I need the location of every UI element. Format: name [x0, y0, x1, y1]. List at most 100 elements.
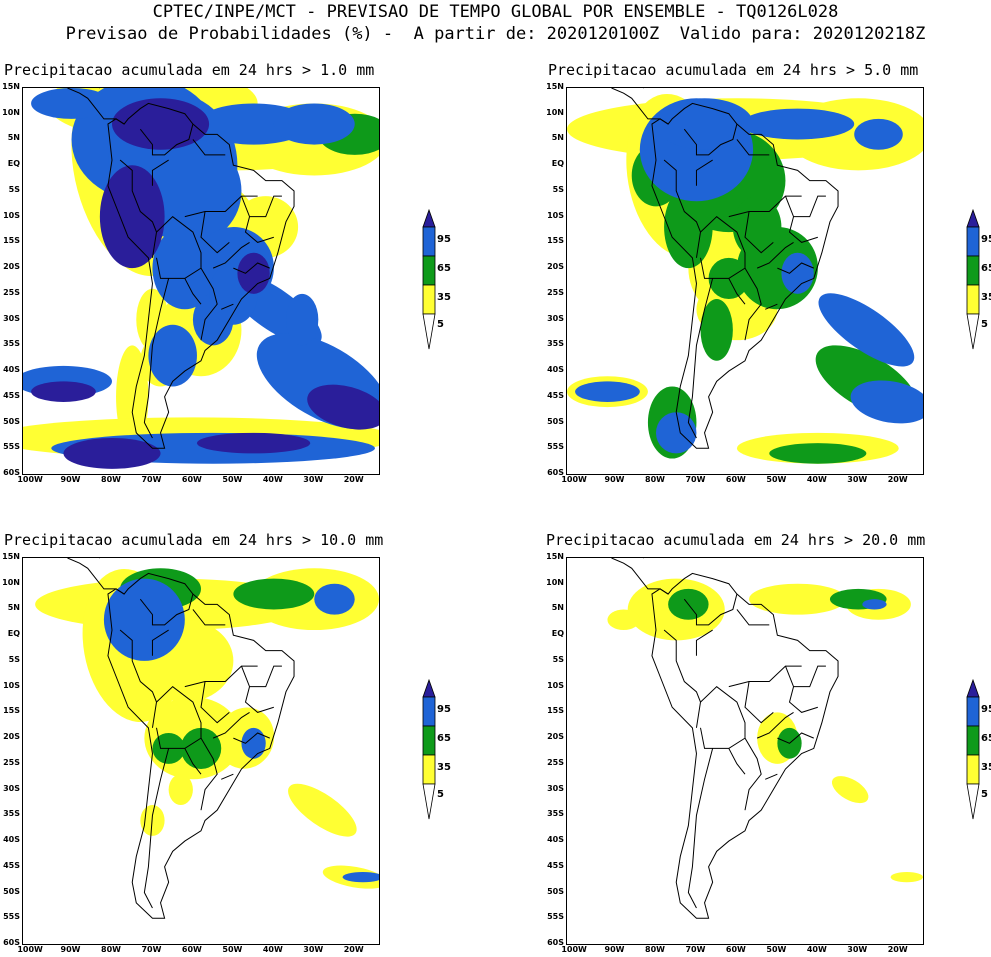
border-line — [240, 665, 282, 688]
probability-area — [31, 381, 96, 402]
probability-area — [664, 185, 713, 269]
border-line — [683, 123, 738, 156]
lon-label: 80W — [645, 945, 665, 954]
lon-label: 80W — [101, 945, 121, 954]
probability-area — [152, 226, 218, 310]
colorbar-segment — [422, 226, 436, 257]
lat-label: 15N — [546, 552, 564, 561]
border-line — [756, 241, 794, 269]
border-line — [756, 711, 794, 739]
lat-label: 35S — [3, 339, 20, 349]
border-line — [67, 88, 125, 125]
lat-label: EQ — [7, 159, 20, 169]
border-line — [67, 558, 125, 595]
panel-title-3: Precipitacao acumulada em 24 hrs > 10.0 … — [4, 531, 384, 549]
colorbar-level-label: 65 — [437, 733, 451, 744]
colorbar-segment — [966, 255, 980, 286]
lat-label: 5S — [552, 184, 564, 194]
probability-area — [99, 165, 165, 269]
lat-label: 30S — [3, 783, 20, 793]
lat-label: 60S — [3, 938, 20, 947]
lon-label: 80W — [645, 475, 665, 484]
lat-label: 50S — [547, 886, 564, 896]
colorbar-level-label: 5 — [437, 789, 444, 800]
lon-label: 30W — [847, 475, 868, 484]
lat-label: 10S — [3, 680, 20, 690]
lat-label: 20S — [3, 262, 20, 272]
figure-title-line1: CPTEC/INPE/MCT - PREVISAO DE TEMPO GLOBA… — [152, 2, 839, 22]
lon-label: 30W — [847, 945, 868, 954]
probability-area — [831, 776, 869, 804]
probability-area — [112, 98, 210, 150]
lat-label: 40S — [3, 835, 20, 845]
colorbar-level-label: 95 — [437, 234, 451, 245]
lon-label: 40W — [262, 945, 283, 954]
border-line — [143, 748, 170, 909]
probability-area — [781, 252, 814, 294]
lat-label: 25S — [547, 287, 564, 297]
colorbar-segment — [422, 696, 436, 727]
lon-label: 90W — [60, 945, 81, 954]
probability-area — [656, 98, 754, 150]
lat-label: 50S — [3, 886, 20, 896]
border-line — [184, 195, 258, 218]
lat-label: 20S — [3, 732, 20, 742]
probability-area — [103, 578, 185, 661]
lon-label: 50W — [222, 945, 243, 954]
lon-label: 90W — [60, 475, 81, 484]
lat-label: 10S — [547, 680, 564, 690]
probability-map-1 — [22, 87, 380, 475]
coastline — [107, 572, 295, 919]
colorbar-level-label: 95 — [437, 704, 451, 715]
probability-area — [862, 599, 887, 610]
probability-area — [342, 871, 379, 883]
border-line — [184, 278, 202, 305]
lon-label: 70W — [685, 945, 706, 954]
colorbar-level-label: 65 — [437, 263, 451, 274]
border-line — [221, 773, 234, 780]
lat-label: 45S — [547, 390, 564, 400]
lat-label: 25S — [547, 757, 564, 767]
probability-area — [237, 252, 270, 294]
lat-label: 55S — [3, 912, 20, 922]
border-line — [151, 159, 169, 186]
lon-label: 100W — [561, 475, 587, 484]
colorbar-segment — [966, 696, 980, 727]
border-line — [151, 629, 169, 656]
colorbar-level-label: 5 — [981, 789, 988, 800]
lat-label: 60S — [547, 938, 564, 947]
colorbar-level-label: 65 — [981, 733, 991, 744]
border-line — [143, 278, 170, 439]
probability-area — [288, 783, 357, 837]
border-line — [695, 159, 713, 186]
lon-label: 90W — [604, 475, 625, 484]
colorbar-segment — [422, 678, 436, 698]
lat-label: 5N — [551, 603, 564, 613]
border-line — [119, 629, 158, 728]
probability-area — [314, 583, 355, 615]
probability-area — [818, 293, 915, 367]
border-line — [611, 558, 669, 595]
lat-label: EQ — [551, 629, 564, 639]
lon-label: 60W — [725, 945, 746, 954]
lon-label: 70W — [141, 475, 162, 484]
panel-title-4: Precipitacao acumulada em 24 hrs > 20.0 … — [546, 531, 926, 549]
colorbar-segment — [422, 208, 436, 228]
border-line — [244, 216, 274, 243]
border-line — [777, 262, 814, 274]
lat-label: 5S — [8, 654, 20, 664]
colorbar — [422, 208, 436, 358]
border-line — [788, 686, 818, 713]
probability-area — [63, 437, 161, 469]
probability-area — [769, 443, 867, 464]
lat-label: 30S — [547, 313, 564, 323]
colorbar — [966, 208, 980, 358]
probability-area — [180, 727, 222, 770]
lon-label: 100W — [17, 475, 43, 484]
probability-area — [749, 583, 847, 615]
probability-area — [241, 727, 266, 759]
lon-label: 20W — [887, 945, 908, 954]
colorbar-segment — [966, 783, 980, 820]
border-line — [728, 665, 802, 688]
lon-label: 20W — [887, 475, 908, 484]
